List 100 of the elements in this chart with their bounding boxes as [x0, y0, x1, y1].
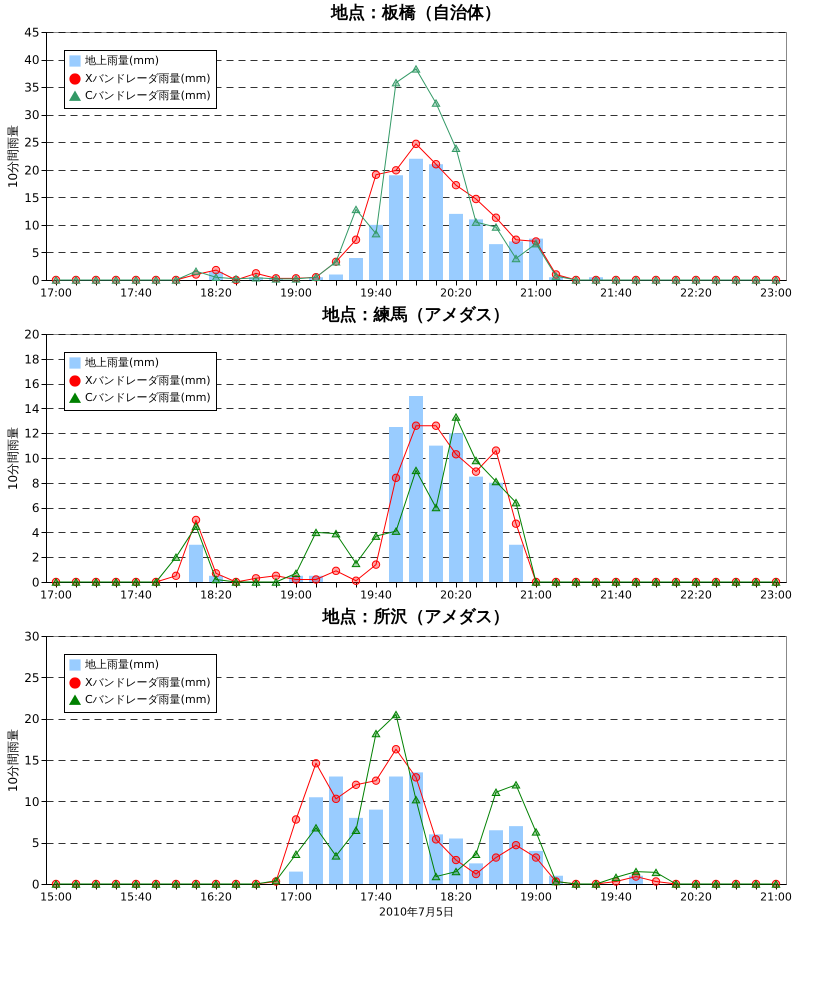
point [432, 160, 440, 168]
point [432, 835, 440, 844]
point [512, 781, 520, 789]
bar [409, 396, 423, 582]
y-tick-label: 2 [32, 550, 40, 565]
bar [469, 219, 483, 280]
legend-label: Cバンドレーダ雨量(mm) [85, 693, 211, 706]
bar [289, 872, 303, 884]
x-tick-label: 19:40 [360, 588, 392, 602]
point [352, 576, 360, 585]
x-tick-label: 15:00 [40, 890, 72, 904]
point [352, 826, 360, 834]
x-tick-label: 15:40 [120, 890, 152, 904]
point [272, 572, 280, 580]
x-tick-label: 22:20 [680, 286, 712, 300]
x-tick-label: 18:20 [200, 286, 232, 300]
point [392, 474, 400, 482]
y-axis-title: 10分間雨量 [6, 728, 20, 792]
y-tick-label: 10 [24, 794, 40, 809]
chart-title: 地点：板橋（自治体） [330, 3, 501, 23]
point [432, 504, 440, 512]
bar [449, 214, 463, 280]
bar [549, 277, 563, 280]
point [632, 868, 640, 876]
bar [449, 433, 463, 582]
bar [449, 838, 463, 884]
point [372, 730, 380, 738]
point [472, 456, 480, 464]
y-axis-title: 10分間雨量 [6, 124, 20, 188]
bar [189, 544, 203, 582]
point [392, 166, 400, 175]
y-tick-label: 5 [32, 246, 40, 260]
point [392, 78, 400, 86]
bar [489, 244, 503, 280]
point [412, 773, 420, 782]
bar [529, 850, 543, 884]
point [412, 796, 420, 804]
point [312, 575, 320, 584]
bar [489, 830, 503, 884]
point [192, 516, 200, 524]
y-tick-label: 25 [24, 136, 40, 150]
x-tick-label: 20:20 [440, 588, 472, 602]
point [312, 528, 320, 536]
x-tick-label: 20:20 [680, 890, 712, 904]
bar [429, 834, 443, 884]
x-tick-label: 21:00 [760, 890, 792, 904]
bar [389, 175, 403, 280]
x-tick-label: 21:00 [520, 588, 552, 602]
x-tick-label: 17:40 [360, 890, 392, 904]
bar [369, 810, 383, 884]
point [612, 874, 620, 882]
point [512, 520, 520, 528]
y-tick-label: 5 [32, 836, 40, 850]
point [472, 850, 480, 858]
point [492, 478, 500, 486]
x-tick-label: 20:20 [440, 286, 472, 300]
legend-label: Xバンドレーダ雨量(mm) [85, 676, 211, 689]
bar [409, 158, 423, 280]
y-tick-label: 20 [24, 328, 40, 342]
x-tick-label: 17:00 [40, 286, 72, 300]
point [512, 840, 520, 850]
point [332, 852, 340, 860]
point [392, 745, 400, 754]
bar [369, 224, 383, 280]
y-tick-label: 35 [24, 80, 40, 95]
point [272, 578, 280, 586]
point [532, 828, 540, 836]
y-tick-label: 12 [24, 426, 40, 441]
point [172, 572, 180, 580]
chart-title: 地点：所沢（アメダス） [322, 607, 510, 627]
y-tick-label: 4 [32, 526, 40, 540]
x-tick-label: 18:20 [440, 890, 472, 904]
point [352, 236, 360, 244]
bar [329, 776, 343, 884]
legend-label: 地上雨量(mm) [84, 356, 160, 369]
bar [389, 776, 403, 884]
y-tick-label: 15 [24, 190, 40, 205]
point [372, 170, 380, 179]
bar [309, 797, 323, 884]
point [452, 144, 460, 152]
x-tick-label: 23:00 [760, 588, 792, 602]
chart-title: 地点：練馬（アメダス） [322, 305, 510, 325]
point [492, 788, 500, 796]
point [472, 194, 480, 204]
x-tick-label: 21:40 [600, 588, 632, 602]
bar [349, 258, 363, 280]
point [452, 868, 460, 876]
y-tick-label: 18 [24, 352, 40, 366]
point [412, 422, 420, 430]
bar [509, 241, 523, 280]
y-tick-label: 8 [32, 476, 40, 490]
point [412, 140, 420, 148]
point [452, 856, 460, 864]
point [212, 274, 220, 281]
y-tick-label: 0 [32, 576, 40, 590]
x-tick-label: 19:40 [360, 286, 392, 300]
point [652, 868, 660, 876]
point [392, 527, 400, 535]
bar [409, 772, 423, 884]
bar [429, 164, 443, 280]
